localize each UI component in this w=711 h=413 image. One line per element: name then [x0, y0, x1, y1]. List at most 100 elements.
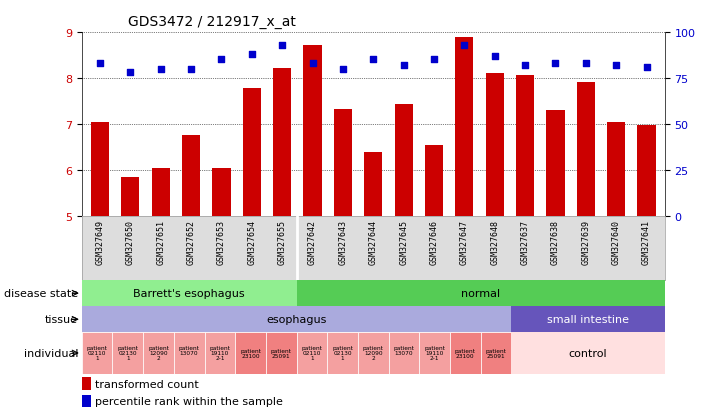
Bar: [516, 76, 534, 216]
Point: [520, 62, 531, 69]
Bar: [389, 332, 419, 374]
Text: GSM327646: GSM327646: [429, 220, 439, 264]
Text: individual: individual: [23, 348, 78, 358]
Point: [580, 61, 592, 67]
Text: disease state: disease state: [4, 288, 78, 299]
Text: percentile rank within the sample: percentile rank within the sample: [95, 396, 282, 406]
Bar: [122, 177, 139, 216]
Bar: [82, 395, 91, 407]
Text: GSM327637: GSM327637: [520, 220, 530, 264]
Bar: [213, 168, 230, 216]
Text: small intestine: small intestine: [547, 314, 629, 325]
Text: GSM327655: GSM327655: [278, 220, 287, 264]
Text: GSM327640: GSM327640: [611, 220, 621, 264]
Bar: [82, 280, 296, 306]
Bar: [419, 332, 450, 374]
Text: normal: normal: [461, 288, 501, 299]
Text: patient
23100: patient 23100: [240, 348, 261, 358]
Point: [398, 62, 410, 69]
Text: control: control: [569, 348, 607, 358]
Text: tissue: tissue: [46, 314, 78, 325]
Point: [307, 61, 319, 67]
Bar: [82, 377, 91, 389]
Point: [155, 66, 166, 73]
Point: [611, 62, 622, 69]
Text: patient
23100: patient 23100: [455, 348, 476, 358]
Point: [124, 70, 136, 76]
Bar: [511, 332, 665, 374]
Text: patient
12090
2: patient 12090 2: [148, 346, 169, 361]
Text: GSM327653: GSM327653: [217, 220, 226, 264]
Bar: [304, 45, 321, 216]
Point: [459, 42, 470, 49]
Point: [277, 42, 288, 49]
Text: patient
02130
1: patient 02130 1: [117, 346, 138, 361]
Bar: [395, 105, 413, 216]
Bar: [486, 74, 504, 216]
Text: GSM327638: GSM327638: [551, 220, 560, 264]
Text: GSM327649: GSM327649: [95, 220, 105, 264]
Text: patient
02110
1: patient 02110 1: [87, 346, 107, 361]
Text: patient
02130
1: patient 02130 1: [332, 346, 353, 361]
Point: [215, 57, 227, 64]
Point: [95, 61, 106, 67]
Bar: [546, 111, 565, 216]
Text: GSM327644: GSM327644: [369, 220, 378, 264]
Text: GSM327643: GSM327643: [338, 220, 348, 264]
Point: [337, 66, 348, 73]
Text: GSM327648: GSM327648: [491, 220, 499, 264]
Bar: [511, 306, 665, 332]
Bar: [333, 110, 352, 216]
Bar: [577, 83, 595, 216]
Point: [246, 51, 257, 58]
Bar: [112, 332, 143, 374]
Text: GSM327639: GSM327639: [582, 220, 590, 264]
Bar: [82, 332, 112, 374]
Point: [641, 64, 652, 71]
Bar: [425, 145, 443, 216]
Text: patient
19110
2-1: patient 19110 2-1: [424, 346, 445, 361]
Point: [489, 53, 501, 60]
Text: GSM327642: GSM327642: [308, 220, 317, 264]
Bar: [235, 332, 266, 374]
Text: esophagus: esophagus: [267, 314, 327, 325]
Bar: [143, 332, 173, 374]
Bar: [82, 306, 511, 332]
Bar: [151, 168, 170, 216]
Text: GSM327650: GSM327650: [126, 220, 135, 264]
Bar: [296, 280, 665, 306]
Text: GDS3472 / 212917_x_at: GDS3472 / 212917_x_at: [129, 14, 296, 28]
Text: GSM327647: GSM327647: [460, 220, 469, 264]
Bar: [205, 332, 235, 374]
Bar: [266, 332, 296, 374]
Bar: [273, 69, 292, 216]
Text: GSM327654: GSM327654: [247, 220, 256, 264]
Text: GSM327651: GSM327651: [156, 220, 165, 264]
Point: [550, 61, 561, 67]
Text: transformed count: transformed count: [95, 379, 198, 389]
Bar: [182, 136, 201, 216]
Bar: [173, 332, 205, 374]
Text: patient
02110
1: patient 02110 1: [301, 346, 322, 361]
Bar: [296, 332, 327, 374]
Point: [368, 57, 379, 64]
Bar: [455, 38, 474, 216]
Bar: [358, 332, 389, 374]
Text: GSM327645: GSM327645: [399, 220, 408, 264]
Text: patient
12090
2: patient 12090 2: [363, 346, 384, 361]
Bar: [242, 89, 261, 216]
Text: patient
13070: patient 13070: [178, 346, 200, 361]
Bar: [364, 153, 383, 216]
Bar: [450, 332, 481, 374]
Point: [428, 57, 439, 64]
Text: Barrett's esophagus: Barrett's esophagus: [134, 288, 245, 299]
Text: patient
13070: patient 13070: [393, 346, 415, 361]
Bar: [481, 332, 511, 374]
Text: GSM327641: GSM327641: [642, 220, 651, 264]
Bar: [638, 126, 656, 216]
Point: [186, 66, 197, 73]
Bar: [91, 122, 109, 216]
Text: patient
25091: patient 25091: [271, 348, 292, 358]
Text: patient
19110
2-1: patient 19110 2-1: [210, 346, 230, 361]
Bar: [607, 122, 625, 216]
